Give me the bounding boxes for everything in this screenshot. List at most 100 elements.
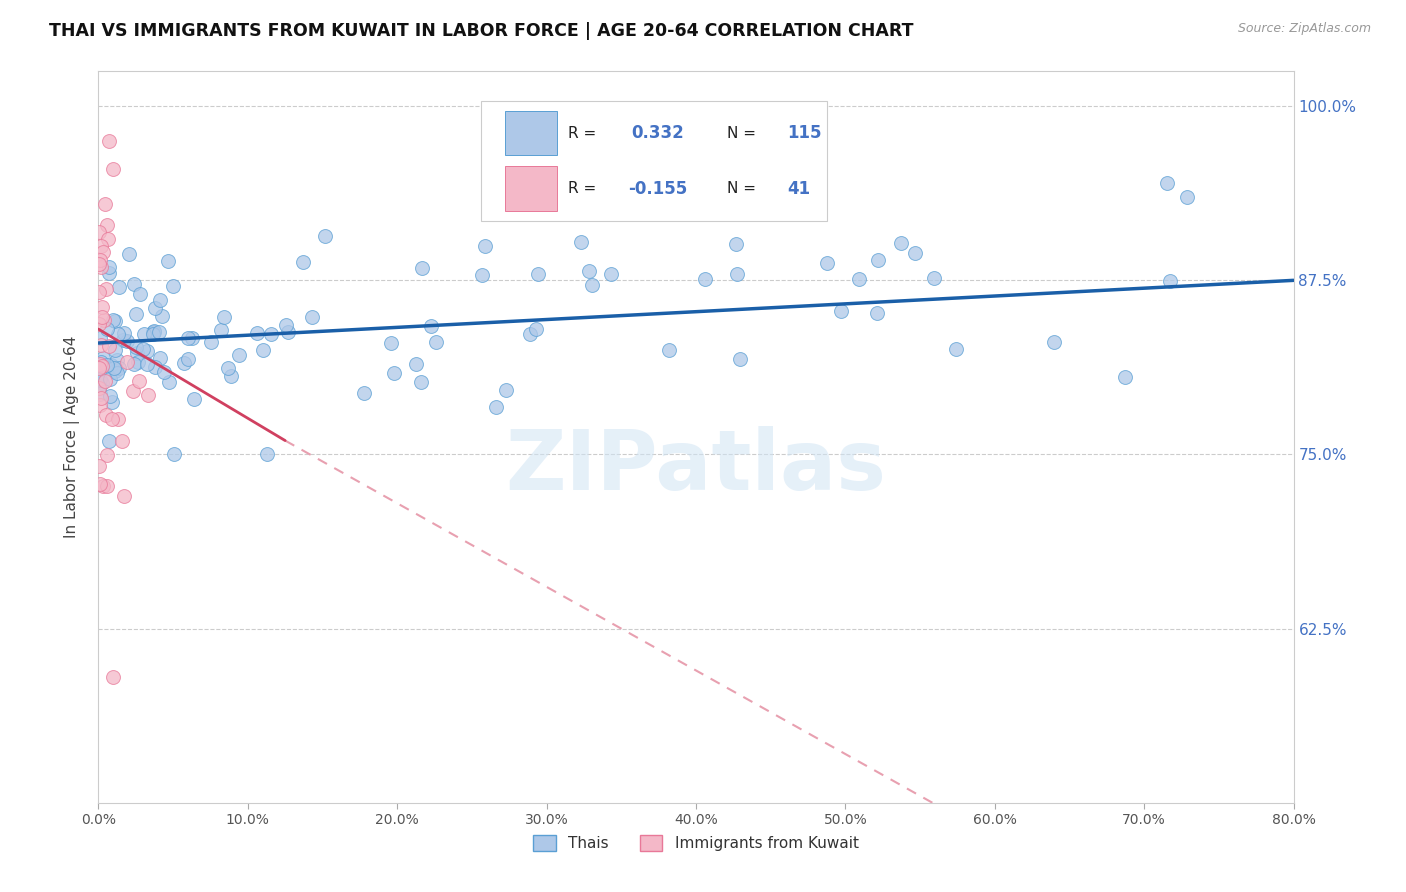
Point [104, 343, 127, 358]
Point [98, 260, 121, 274]
Point [90, 354, 112, 368]
Point [96, 218, 118, 232]
Text: 115: 115 [787, 124, 821, 142]
Point [90, 238, 112, 252]
Point [96, 478, 118, 492]
Point [100, 358, 122, 372]
Point [163, 448, 186, 462]
Point [260, 327, 283, 342]
Point [945, 343, 967, 357]
Y-axis label: In Labor Force | Age 20-64: In Labor Force | Age 20-64 [63, 336, 80, 538]
Point [177, 331, 200, 345]
Point [200, 334, 222, 349]
Text: R =: R = [568, 126, 596, 141]
Point [98, 134, 121, 148]
Point [353, 386, 375, 401]
Point [176, 351, 198, 366]
Point [96, 448, 118, 462]
Point [125, 346, 148, 360]
Point [89, 257, 111, 271]
Point [91, 245, 114, 260]
Point [132, 342, 155, 356]
Point [112, 489, 135, 503]
Point [103, 361, 125, 376]
Point [728, 352, 751, 367]
Point [143, 326, 166, 340]
Point [90, 260, 112, 274]
Point [382, 366, 405, 380]
Point [143, 324, 166, 338]
Point [153, 365, 176, 379]
Point [89, 331, 111, 345]
Point [103, 161, 125, 176]
Point [524, 322, 547, 336]
Point [91, 300, 114, 314]
Point [91, 351, 114, 365]
Point [256, 448, 278, 462]
Point [866, 253, 889, 268]
Point [658, 343, 681, 357]
Point [143, 360, 166, 375]
Point [89, 357, 111, 371]
Point [922, 271, 945, 285]
Text: Source: ZipAtlas.com: Source: ZipAtlas.com [1237, 22, 1371, 36]
Point [101, 412, 124, 426]
Point [129, 286, 152, 301]
Point [127, 355, 149, 369]
Point [148, 325, 170, 339]
Point [252, 343, 274, 357]
Point [134, 327, 156, 342]
Point [122, 357, 145, 371]
FancyBboxPatch shape [505, 167, 557, 211]
Point [101, 395, 124, 409]
Point [228, 349, 250, 363]
Point [157, 254, 180, 268]
Point [89, 252, 111, 267]
Text: 0.332: 0.332 [631, 124, 685, 142]
Point [173, 356, 195, 370]
Point [125, 306, 148, 320]
Point [89, 362, 111, 376]
Point [89, 381, 111, 395]
Point [149, 293, 172, 307]
Point [474, 239, 496, 253]
Point [93, 313, 115, 327]
Point [105, 366, 128, 380]
Point [815, 255, 838, 269]
Point [725, 237, 748, 252]
Point [143, 301, 166, 315]
Point [217, 360, 239, 375]
Point [405, 357, 427, 371]
Point [90, 310, 112, 324]
Point [136, 344, 159, 359]
Point [866, 306, 889, 320]
Point [108, 361, 131, 376]
Point [112, 334, 135, 348]
Point [98, 372, 121, 386]
Point [848, 271, 870, 285]
Point [89, 285, 111, 299]
Point [890, 235, 912, 250]
Point [277, 325, 299, 339]
Text: ZIPatlas: ZIPatlas [506, 425, 886, 507]
Point [108, 280, 131, 294]
Point [94, 408, 117, 422]
Point [419, 318, 441, 333]
Point [104, 313, 127, 327]
Point [485, 401, 508, 415]
Point [1156, 176, 1178, 190]
Point [89, 372, 111, 386]
Point [411, 375, 433, 389]
Point [128, 374, 150, 388]
Point [581, 277, 603, 292]
Point [138, 387, 160, 401]
Point [96, 321, 118, 335]
Point [830, 304, 852, 318]
Point [904, 246, 927, 260]
Point [115, 334, 138, 348]
Text: -0.155: -0.155 [628, 180, 688, 198]
Point [89, 398, 111, 412]
Point [89, 387, 111, 401]
Point [89, 361, 111, 376]
Point [569, 235, 592, 249]
